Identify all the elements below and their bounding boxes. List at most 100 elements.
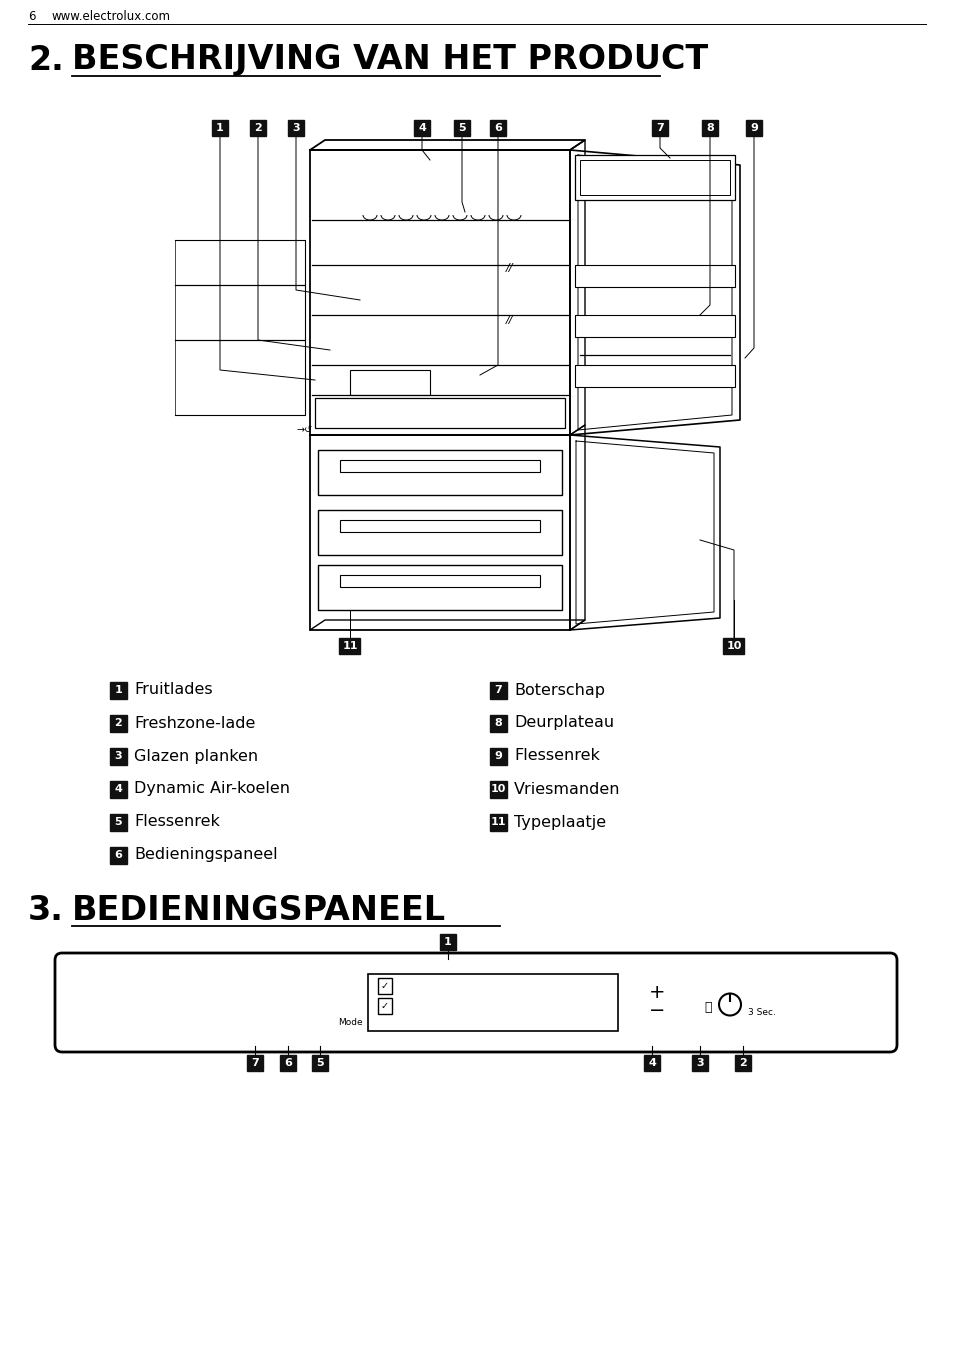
Text: 4: 4 — [114, 784, 122, 794]
Text: Deurplateau: Deurplateau — [514, 715, 614, 730]
Bar — [350, 370, 430, 395]
Bar — [280, 1055, 295, 1071]
Text: ✓: ✓ — [380, 1000, 389, 1010]
Bar — [439, 934, 456, 950]
Text: 11: 11 — [342, 641, 357, 652]
Bar — [575, 365, 734, 387]
Text: 5: 5 — [457, 123, 465, 132]
Bar — [288, 120, 304, 137]
Text: Bedieningspaneel: Bedieningspaneel — [133, 848, 277, 863]
Text: 6: 6 — [494, 123, 501, 132]
Text: 5: 5 — [114, 817, 122, 827]
Text: 3 Sec.: 3 Sec. — [747, 1009, 775, 1017]
Bar — [247, 1055, 263, 1071]
Text: 3: 3 — [292, 123, 299, 132]
Bar — [575, 265, 734, 287]
Bar — [377, 998, 392, 1014]
Bar — [490, 814, 506, 830]
Text: +: + — [648, 983, 664, 1002]
Text: ⚿: ⚿ — [703, 1000, 711, 1014]
Bar — [575, 155, 734, 200]
Bar — [110, 846, 127, 864]
Bar — [110, 814, 127, 830]
Text: Dynamic Air-koelen: Dynamic Air-koelen — [133, 781, 290, 796]
Bar — [414, 120, 430, 137]
Bar — [110, 748, 127, 764]
Bar — [339, 575, 539, 587]
Bar — [745, 120, 761, 137]
Bar — [490, 120, 505, 137]
Text: Flessenrek: Flessenrek — [133, 814, 219, 830]
FancyBboxPatch shape — [55, 953, 896, 1052]
Text: //: // — [506, 315, 514, 324]
Bar — [250, 120, 266, 137]
Text: −: − — [648, 1000, 664, 1019]
Bar — [691, 1055, 707, 1071]
Text: BESCHRIJVING VAN HET PRODUCT: BESCHRIJVING VAN HET PRODUCT — [71, 43, 707, 77]
Bar — [339, 460, 539, 472]
Text: 9: 9 — [749, 123, 757, 132]
Bar — [212, 120, 228, 137]
Bar — [490, 748, 506, 764]
Text: 7: 7 — [251, 1059, 258, 1068]
Text: 8: 8 — [494, 718, 502, 727]
Text: Freshzone-lade: Freshzone-lade — [133, 715, 255, 730]
Bar — [312, 1055, 328, 1071]
Text: 2: 2 — [114, 718, 122, 727]
Text: ✓: ✓ — [380, 980, 389, 991]
Bar — [575, 315, 734, 337]
Bar — [490, 681, 506, 699]
Text: 3.: 3. — [28, 894, 64, 926]
Bar — [734, 1055, 750, 1071]
Bar — [110, 681, 127, 699]
Text: 3: 3 — [696, 1059, 703, 1068]
Text: 2: 2 — [253, 123, 262, 132]
Bar — [722, 638, 743, 654]
Text: 9: 9 — [494, 750, 502, 761]
Text: Mode: Mode — [337, 1018, 362, 1028]
Text: //: // — [506, 264, 514, 273]
Text: 4: 4 — [647, 1059, 656, 1068]
Text: Flessenrek: Flessenrek — [514, 749, 599, 764]
Text: 4: 4 — [417, 123, 425, 132]
Text: Fruitlades: Fruitlades — [133, 683, 213, 698]
Bar — [110, 780, 127, 798]
Text: 1: 1 — [444, 937, 452, 946]
Text: 8: 8 — [705, 123, 713, 132]
Bar — [317, 450, 561, 495]
Bar — [643, 1055, 659, 1071]
Bar — [317, 510, 561, 556]
Bar — [579, 160, 729, 195]
Text: 1: 1 — [114, 685, 122, 695]
Text: Typeplaatje: Typeplaatje — [514, 814, 605, 830]
Text: 6: 6 — [28, 9, 35, 23]
Bar — [339, 521, 539, 531]
Text: www.electrolux.com: www.electrolux.com — [52, 9, 171, 23]
Text: 3: 3 — [114, 750, 122, 761]
Text: 5: 5 — [315, 1059, 323, 1068]
Text: Glazen planken: Glazen planken — [133, 749, 258, 764]
Bar — [339, 638, 360, 654]
Text: Boterschap: Boterschap — [514, 683, 604, 698]
Text: 2.: 2. — [28, 43, 64, 77]
Bar — [701, 120, 718, 137]
Bar — [490, 780, 506, 798]
Text: 10: 10 — [490, 784, 506, 794]
Text: 2: 2 — [739, 1059, 746, 1068]
Bar — [454, 120, 470, 137]
Text: 11: 11 — [490, 817, 506, 827]
Bar — [377, 977, 392, 994]
Bar — [314, 397, 564, 429]
Text: 7: 7 — [494, 685, 502, 695]
Text: 10: 10 — [725, 641, 740, 652]
Text: 6: 6 — [114, 850, 122, 860]
Text: 6: 6 — [284, 1059, 292, 1068]
Bar — [110, 714, 127, 731]
Text: →↺: →↺ — [296, 425, 313, 435]
Text: 7: 7 — [656, 123, 663, 132]
Bar — [368, 973, 618, 1032]
Text: 1: 1 — [216, 123, 224, 132]
Bar — [490, 714, 506, 731]
Text: Vriesmanden: Vriesmanden — [514, 781, 619, 796]
Text: BEDIENINGSPANEEL: BEDIENINGSPANEEL — [71, 894, 446, 926]
